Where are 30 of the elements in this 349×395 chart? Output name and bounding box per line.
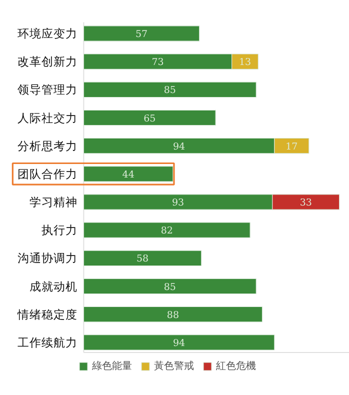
y-tick-label: 执行力 — [42, 223, 78, 238]
data-label: 17 — [286, 141, 298, 152]
legend-label: 黃色警戒 — [154, 360, 194, 373]
data-label: 93 — [172, 198, 184, 208]
y-tick-label: 环境应变力 — [18, 26, 78, 40]
y-tick-label: 沟通协调力 — [18, 251, 78, 266]
y-tick-label: 工作续航力 — [18, 335, 78, 350]
y-tick-label: 学习精神 — [30, 195, 78, 209]
data-label: 73 — [152, 57, 164, 68]
data-label: 13 — [238, 57, 252, 68]
data-label: 82 — [160, 226, 173, 237]
y-tick-label: 分析思考力 — [18, 138, 78, 153]
y-tick-label: 领导管理力 — [18, 82, 78, 97]
y-tick-label: 改革创新力 — [18, 54, 78, 69]
data-label: 44 — [122, 169, 134, 180]
y-tick-label: 团队合作力 — [18, 166, 78, 181]
data-label: 58 — [136, 254, 149, 265]
data-label: 94 — [173, 141, 186, 152]
data-label: 65 — [144, 113, 156, 124]
y-tick-label: 成就动机 — [30, 279, 78, 294]
data-label: 88 — [166, 310, 180, 321]
data-label: 57 — [135, 29, 148, 40]
y-tick-label: 情绪稳定度 — [16, 307, 78, 322]
legend-label: 紅色危機 — [216, 360, 256, 373]
data-label: 85 — [164, 85, 176, 96]
legend-label: 綠色能量 — [92, 360, 132, 373]
data-label: 94 — [173, 338, 186, 349]
data-label: 85 — [164, 282, 176, 293]
data-label: 33 — [300, 198, 312, 208]
y-tick-label: 人际社交力 — [18, 110, 78, 125]
